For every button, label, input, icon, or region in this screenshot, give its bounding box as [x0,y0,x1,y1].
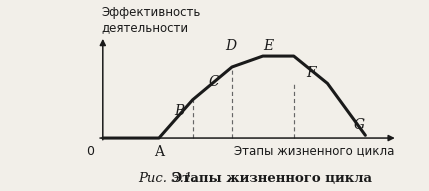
Text: 0: 0 [86,145,94,158]
Text: B: B [175,104,184,118]
Text: D: D [225,39,236,53]
Text: C: C [208,75,219,89]
Text: G: G [354,118,365,132]
Text: E: E [263,39,274,53]
Text: Эффективность
деятельности: Эффективность деятельности [101,6,201,34]
Text: Рис. 5.1.: Рис. 5.1. [138,172,196,185]
Text: A: A [154,145,164,159]
Text: F: F [306,66,316,80]
Text: Этапы жизненного цикла: Этапы жизненного цикла [167,172,372,185]
Text: Этапы жизненного цикла: Этапы жизненного цикла [235,144,395,157]
